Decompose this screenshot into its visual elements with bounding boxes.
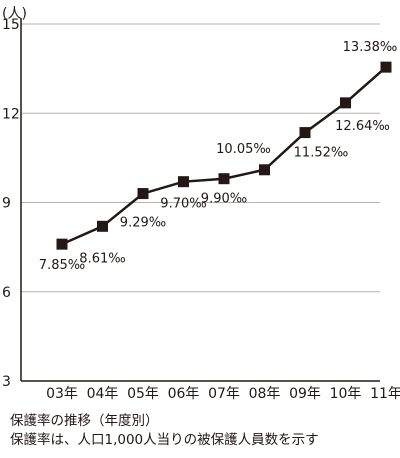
x-tick-label-5: 08年: [249, 386, 281, 402]
y-axis-unit-label: (人): [2, 6, 27, 22]
data-point-1: [97, 220, 108, 232]
data-label-0: 7.85‰: [39, 258, 85, 273]
data-point-0: [56, 238, 68, 250]
x-tick-label-4: 07年: [208, 386, 240, 402]
x-tick-label-2: 05年: [127, 386, 159, 402]
y-tick-label-15: 15: [2, 17, 20, 33]
data-labels: 7.85‰8.61‰ 9.29‰ 9.70‰9.90‰ 10.05‰ 11.52‰ 12.…: [39, 40, 398, 273]
x-tick-label-3: 06年: [168, 386, 200, 402]
grid-lines: [21, 23, 380, 293]
y-tick-label-6: 6: [2, 285, 11, 301]
x-tick-label-1: 04年: [87, 386, 119, 402]
y-axis-ticks: 3 6 9 12 15: [2, 17, 20, 390]
x-tick-label-0: 03年: [46, 386, 78, 402]
x-tick-label-8: 11年: [370, 386, 400, 402]
data-point-2: [137, 188, 149, 200]
y-tick-label-3: 3: [2, 374, 11, 390]
data-label-7: 12.64‰: [335, 119, 390, 134]
data-label-3: 9.70‰: [160, 197, 206, 212]
data-label-6: 11.52‰: [294, 146, 349, 161]
data-label-8: 13.38‰: [343, 40, 398, 55]
data-label-4: 9.90‰: [201, 192, 247, 207]
data-point-3: [178, 176, 189, 188]
data-label-5: 10.05‰: [216, 142, 271, 157]
caption-title: 保護率の推移（年度別）: [10, 413, 159, 429]
data-point-7: [340, 97, 351, 109]
x-axis-ticks: 03年 04年 05年 06年 07年 08年 09年 10年 11年: [46, 386, 400, 402]
y-tick-label-9: 9: [2, 196, 11, 212]
caption-note: 保護率は、人口1,000人当りの被保護人員数を示す: [10, 432, 319, 448]
data-point-8: [380, 61, 392, 73]
data-point-5: [259, 164, 270, 176]
x-tick-label-7: 10年: [330, 386, 362, 402]
data-markers: [56, 61, 392, 250]
data-label-1: 8.61‰: [79, 251, 125, 266]
data-point-4: [218, 173, 230, 185]
x-tick-label-6: 09年: [289, 386, 321, 402]
axes: [20, 18, 380, 382]
data-label-2: 9.29‰: [120, 216, 166, 231]
y-tick-label-12: 12: [2, 106, 20, 122]
data-point-6: [299, 127, 311, 139]
